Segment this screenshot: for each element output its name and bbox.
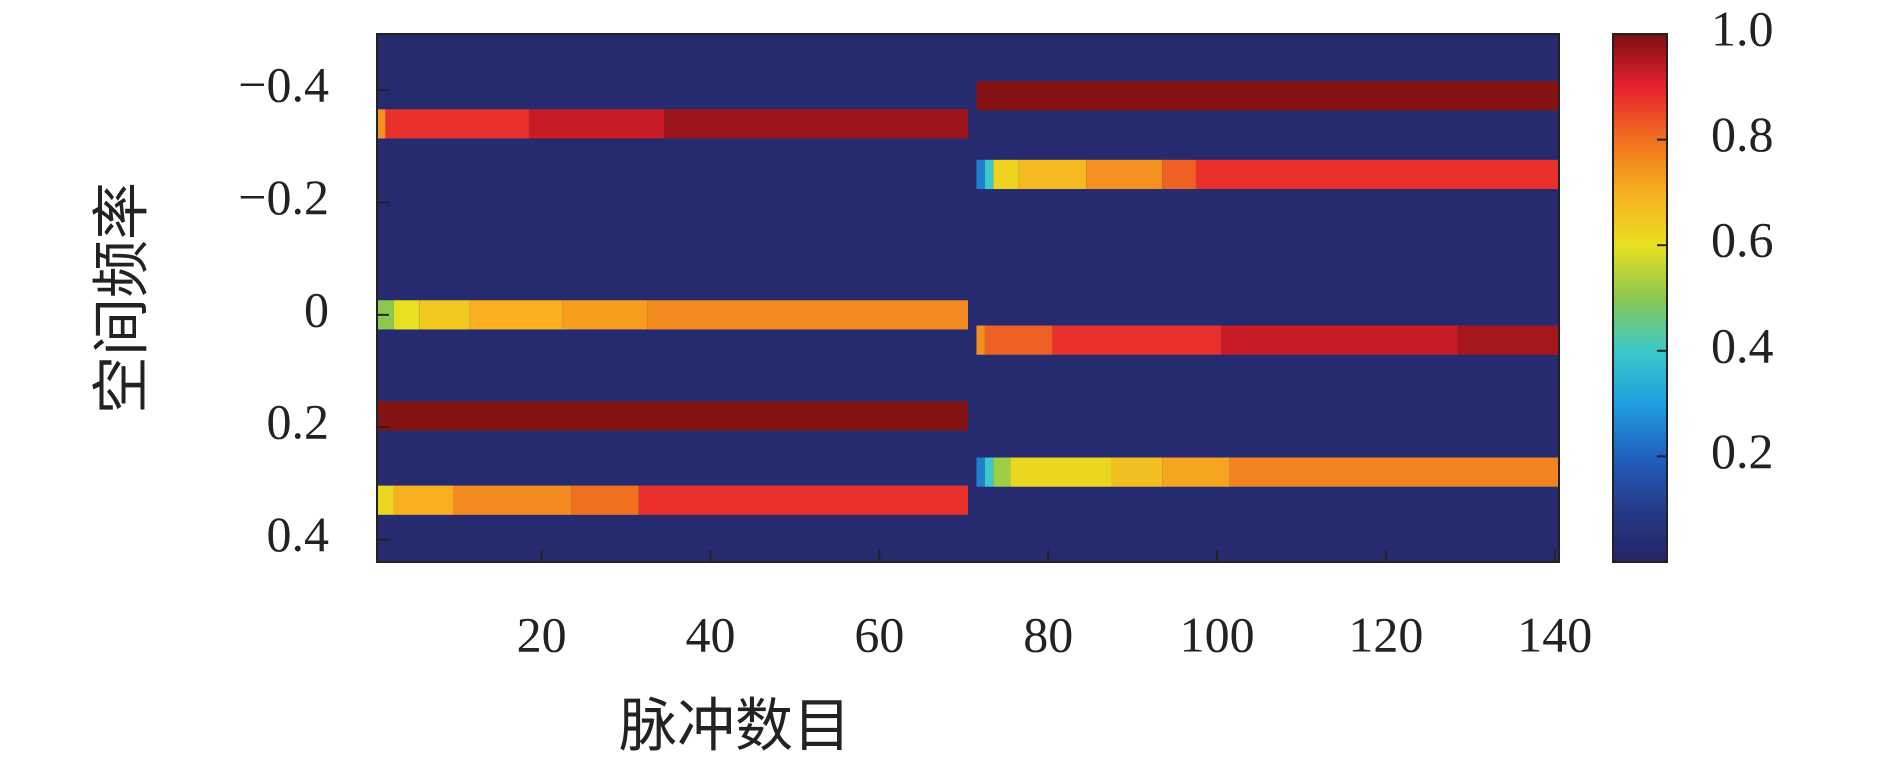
heatmap-cell — [377, 401, 968, 431]
heatmap-cell — [1111, 457, 1163, 487]
heatmap-cell — [469, 300, 563, 330]
heatmap-cell — [377, 109, 386, 139]
heatmap-cell — [993, 457, 1011, 487]
colorbar-tick-label: 0.8 — [1711, 106, 1774, 162]
heatmap-cell — [1195, 159, 1559, 190]
colorbar-tick-label: 0.6 — [1711, 212, 1774, 268]
heatmap-cell — [1052, 325, 1222, 355]
heatmap-cell — [452, 485, 572, 515]
heatmap-cell — [976, 81, 1559, 111]
heatmap-cell — [1457, 325, 1559, 355]
colorbar-tick-label: 0.4 — [1711, 317, 1774, 373]
colorbar-tick-label: 1.0 — [1711, 0, 1774, 56]
x-axis-title: 脉冲数目 — [619, 693, 851, 758]
heatmap-cell — [562, 300, 648, 330]
heatmap-cell — [976, 457, 985, 487]
x-tick-label: 100 — [1180, 606, 1255, 662]
heatmap-cell — [984, 325, 1053, 355]
heatmap-cell — [647, 300, 968, 330]
x-tick-label: 40 — [685, 606, 735, 662]
y-tick-label: 0.2 — [267, 394, 330, 450]
heatmap-cell — [1221, 325, 1458, 355]
y-axis-title: 空间频率 — [89, 182, 154, 414]
heatmap-cell — [1162, 159, 1196, 190]
heatmap-cell — [528, 109, 665, 139]
x-tick-label: 60 — [854, 606, 904, 662]
heatmap-cell — [976, 159, 985, 190]
heatmap-cell — [1010, 457, 1112, 487]
y-tick-label: −0.4 — [238, 57, 329, 113]
heatmap-cell — [419, 300, 470, 330]
y-tick-label: 0 — [304, 281, 329, 337]
heatmap-cell — [664, 109, 968, 139]
colorbar-tick-label: 0.2 — [1711, 423, 1774, 479]
heatmap-cell — [984, 159, 994, 190]
colorbar — [1612, 33, 1668, 563]
heatmap-cell — [976, 325, 985, 355]
heatmap-cell — [984, 457, 994, 487]
heatmap-cell — [393, 485, 453, 515]
heatmap-cell — [1018, 159, 1087, 190]
x-tick-label: 120 — [1348, 606, 1423, 662]
x-tick-label: 20 — [517, 606, 567, 662]
heatmap-cell — [1229, 457, 1559, 487]
heatmap-cell — [571, 485, 639, 515]
heatmap-cell — [385, 109, 529, 139]
heatmap-cell — [1162, 457, 1230, 487]
y-tick-label: 0.4 — [267, 506, 330, 562]
y-tick-label: −0.2 — [238, 169, 329, 225]
heatmap-cell — [393, 300, 420, 330]
x-tick-label: 140 — [1517, 606, 1592, 662]
heatmap-cell — [638, 485, 968, 515]
heatmap-cell — [377, 485, 394, 515]
plot-frame — [376, 33, 1560, 563]
heatmap-cell — [993, 159, 1019, 190]
heatmap-cell — [1086, 159, 1163, 190]
x-tick-label: 80 — [1023, 606, 1073, 662]
